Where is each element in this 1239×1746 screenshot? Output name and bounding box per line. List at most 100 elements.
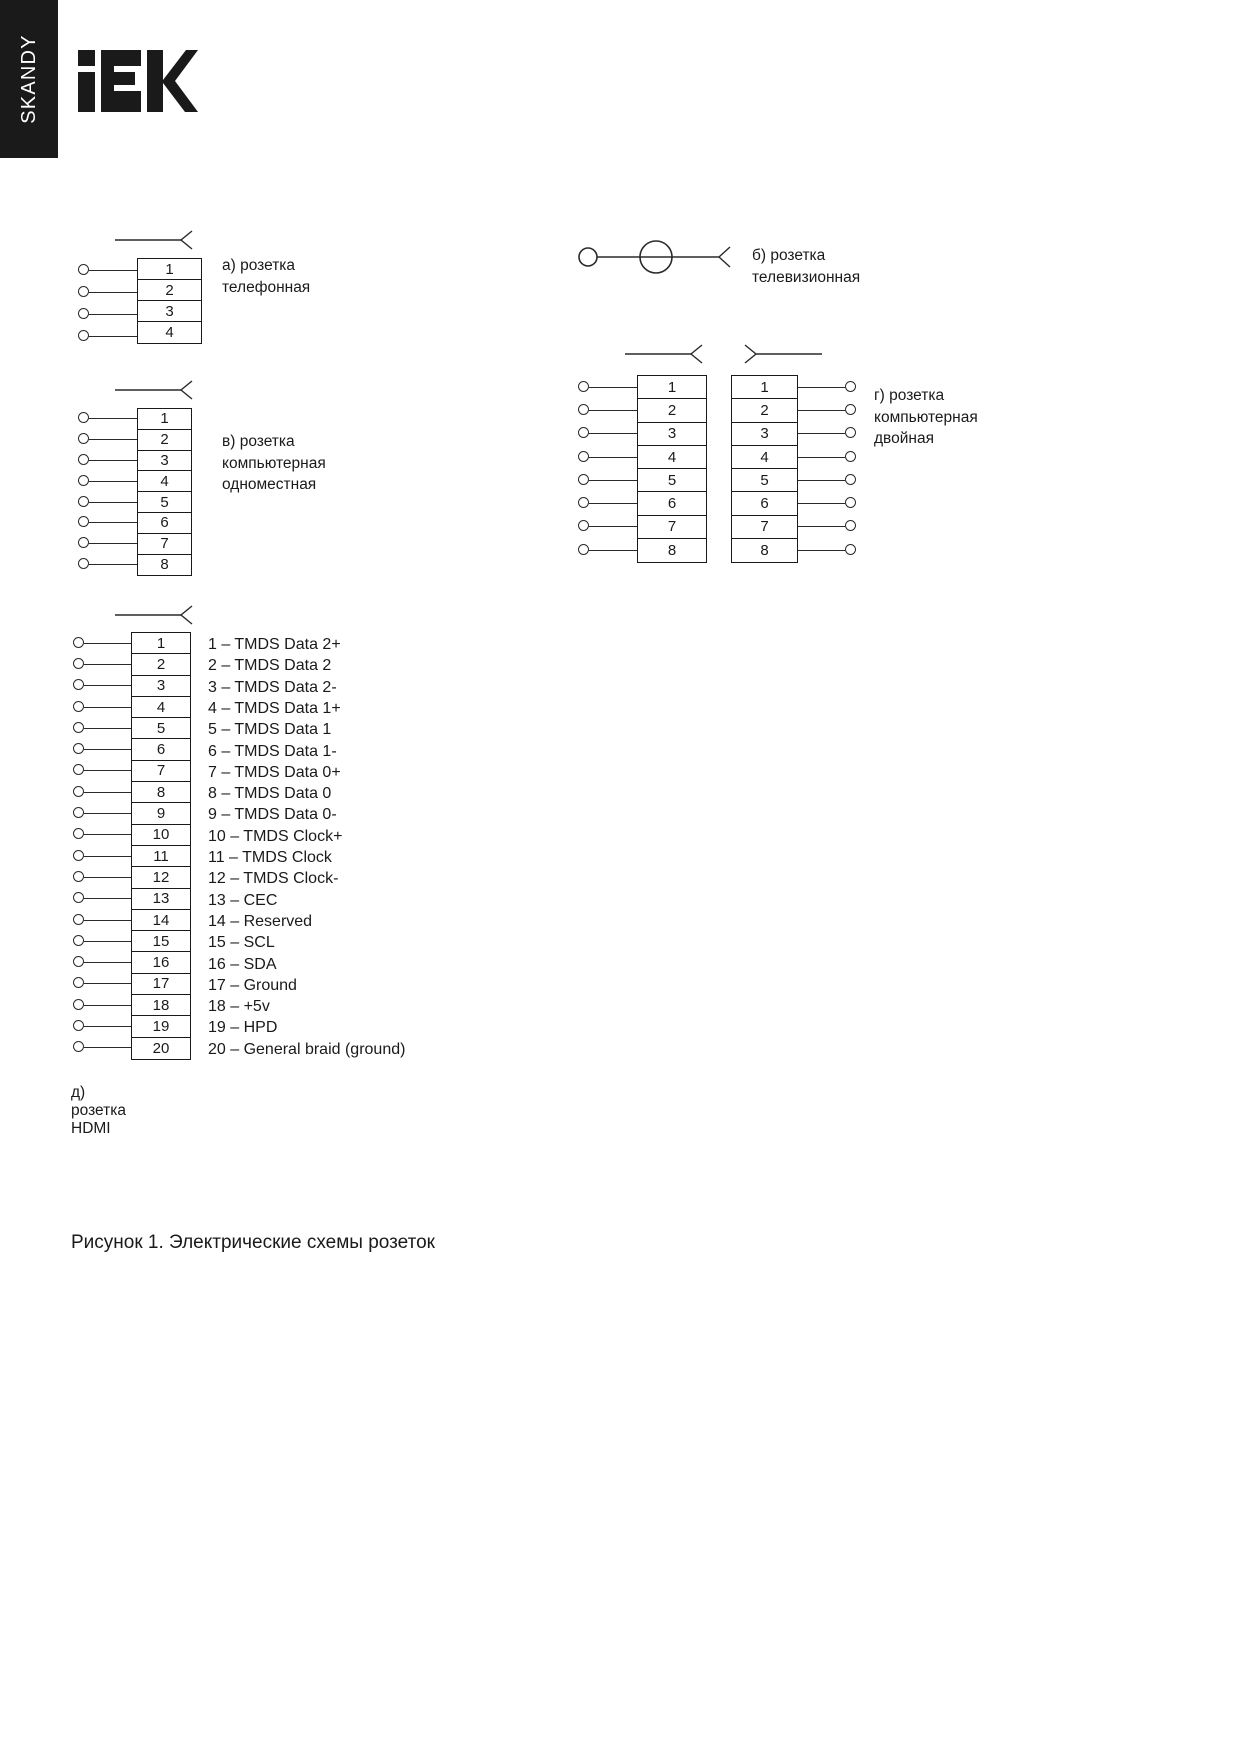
lead-wire — [89, 543, 137, 545]
pin-row: 10 — [132, 825, 190, 846]
pin-row: 4 — [132, 697, 190, 719]
terminal-dot — [73, 870, 84, 882]
pin-row: 1 — [138, 409, 191, 430]
lead-wire — [84, 834, 131, 836]
terminal-dot — [845, 543, 856, 555]
terminal-dot — [578, 403, 589, 415]
pin-row: 2 — [732, 399, 797, 423]
lead-wire — [798, 456, 845, 458]
terminal-dot — [578, 473, 589, 485]
lead-wire — [589, 526, 637, 528]
terminal-dot — [845, 520, 856, 532]
connector-arrow-icon — [115, 230, 193, 250]
terminal-dot — [578, 450, 589, 462]
lead-wire — [89, 439, 137, 441]
lead-wire — [89, 292, 137, 293]
terminal-dot — [73, 934, 84, 946]
lead-wire — [589, 456, 637, 458]
caption-telephone: а) розетка телефонная — [222, 257, 311, 296]
lead-wire — [84, 962, 131, 964]
terminal-dot — [78, 537, 89, 549]
caption-computer-single: в) розетка компьютерная одноместная — [222, 433, 326, 493]
pin-row: 12 — [132, 867, 190, 889]
pin-row: 1 — [132, 633, 190, 655]
pin-row: 15 — [132, 931, 190, 953]
pin-row: 3 — [132, 676, 190, 697]
terminal-dot — [578, 380, 589, 392]
pin-row: 4 — [165, 324, 174, 341]
terminal-dot — [78, 495, 89, 507]
lead-wire — [589, 386, 637, 388]
lead-wire — [89, 336, 137, 337]
pin-row: 14 — [132, 910, 190, 932]
terminal-dot — [845, 497, 856, 509]
pin-row: 11 — [132, 846, 190, 868]
terminal-dot — [78, 330, 89, 341]
terminal-dot — [73, 977, 84, 989]
pin-row: 2 — [138, 280, 201, 301]
terminal-dot — [578, 427, 589, 439]
lead-wire — [84, 1047, 131, 1049]
terminal-dot — [78, 264, 89, 275]
connector-arrow-icon — [115, 380, 193, 400]
hdmi-pin-label: 16 – SDA — [208, 955, 277, 973]
hdmi-pin-label: 13 – CEC — [208, 891, 278, 909]
pin-row: 2 — [132, 654, 190, 676]
lead-wire — [89, 418, 137, 420]
pin-row: 6 — [132, 739, 190, 761]
pin-row: 16 — [132, 952, 190, 974]
lead-wire — [798, 503, 845, 505]
lead-wire — [89, 270, 137, 271]
pin-row: 20 — [152, 1039, 170, 1057]
pin-row: 8 — [760, 542, 769, 560]
lead-wire — [84, 898, 131, 900]
terminal-dot — [73, 828, 84, 840]
hdmi-pin-label: 2 – TMDS Data 2 — [208, 657, 332, 675]
terminal-dot — [78, 308, 89, 319]
lead-wire — [84, 813, 131, 815]
terminal-dot — [845, 473, 856, 485]
terminal-dot — [78, 474, 89, 486]
terminal-dot — [73, 700, 84, 712]
pin-row: 8 — [132, 782, 190, 804]
pin-row: 5 — [638, 469, 706, 493]
terminal-dot — [845, 380, 856, 392]
lead-wire — [798, 433, 845, 435]
lead-wire — [89, 564, 137, 565]
hdmi-pin-label: 7 – TMDS Data 0+ — [208, 763, 341, 781]
lead-wire — [589, 549, 637, 551]
terminal-dot — [78, 516, 89, 528]
pin-row: 4 — [638, 446, 706, 470]
brand-header-bar: SKANDY — [0, 0, 58, 158]
hdmi-pin-label: 20 – General braid (ground) — [208, 1040, 406, 1058]
lead-wire — [589, 503, 637, 505]
hdmi-pin-label: 5 – TMDS Data 1 — [208, 721, 332, 739]
terminal-dot — [73, 764, 84, 776]
terminal-dot — [78, 433, 89, 445]
pin-row: 7 — [138, 534, 191, 555]
pin-row: 8 — [667, 542, 677, 560]
pin-row: 18 — [132, 995, 190, 1017]
pin-row: 6 — [138, 513, 191, 534]
terminal-dot — [78, 558, 89, 569]
lead-wire — [798, 479, 845, 481]
pin-row: 3 — [638, 423, 706, 446]
lead-wire — [84, 642, 131, 644]
hdmi-pin-label: 8 – TMDS Data 0 — [208, 785, 332, 803]
pin-row: 19 — [132, 1016, 190, 1038]
hdmi-pin-label: 9 – TMDS Data 0- — [208, 806, 337, 824]
hdmi-pin-label: 10 – TMDS Clock+ — [208, 827, 343, 845]
terminal-dot — [578, 520, 589, 532]
pin-row: 6 — [732, 492, 797, 516]
terminal-dot — [78, 286, 89, 297]
lead-wire — [89, 522, 137, 524]
lead-wire — [589, 409, 637, 411]
hdmi-pin-label: 19 – HPD — [208, 1019, 278, 1037]
pin-row: 1 — [638, 376, 706, 400]
pin-row: 17 — [132, 974, 190, 996]
lead-wire — [84, 940, 131, 942]
hdmi-pin-label: 14 – Reserved — [208, 912, 313, 930]
pin-row: 7 — [732, 516, 797, 540]
